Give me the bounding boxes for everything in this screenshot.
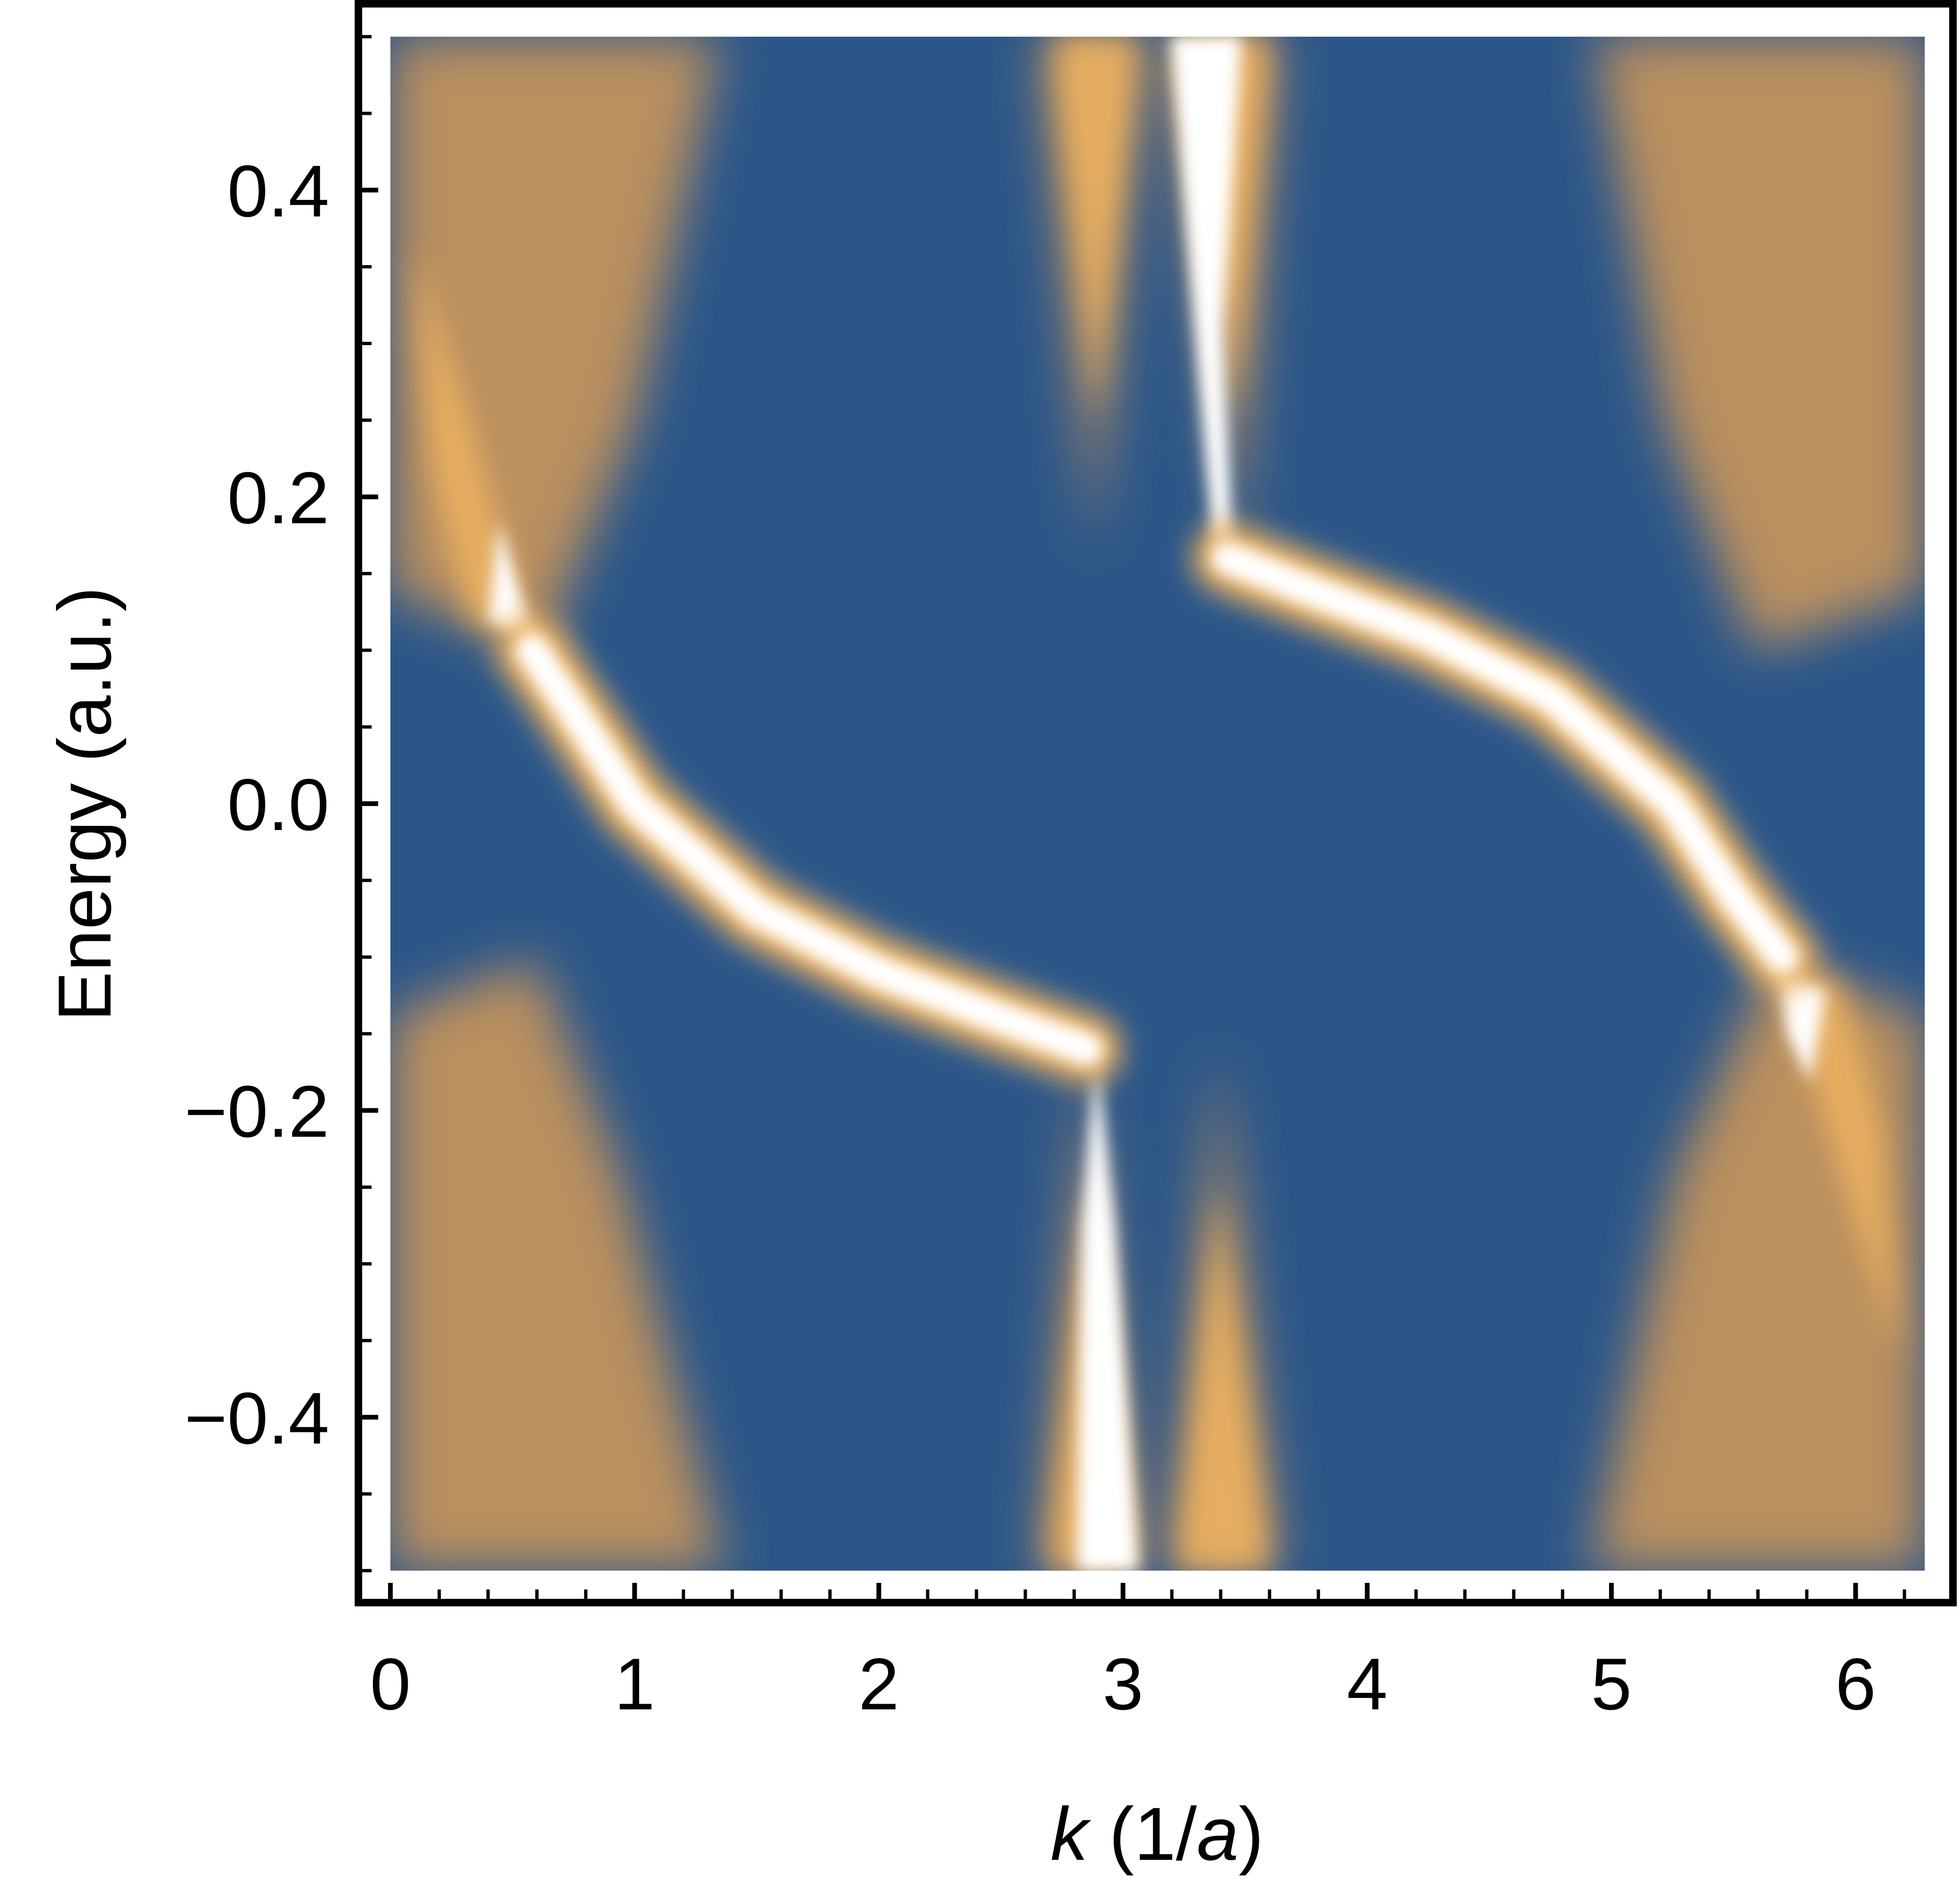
y-ticks: 0.4 0.2 0.0 −0.2 −0.4 [184,35,378,1573]
glow-bottom-centre-right [1176,1185,1270,1571]
x-tick-label: 2 [858,1644,899,1725]
x-tick-label: 6 [1835,1644,1876,1725]
density-map [390,37,1925,1571]
x-tick-label: 4 [1347,1644,1388,1725]
x-tick-label: 1 [614,1644,655,1725]
bright-right-pocket [1778,964,1825,1082]
bright-regions [489,37,1825,1571]
y-tick-label: −0.4 [184,1378,329,1460]
x-tick-label: 0 [370,1644,411,1725]
continuum-top-right [1595,37,1925,651]
x-axis-title-unit-symbol: a [1197,1792,1238,1876]
x-ticks: 0 1 2 3 4 5 6 [370,1583,1906,1725]
y-tick-label: 0.2 [227,458,329,539]
x-axis-title-symbol: k [1050,1792,1091,1876]
y-tick-label: 0.0 [227,764,329,846]
x-axis-title-unit-prefix: (1/ [1088,1792,1197,1876]
bright-bottom-centre [1077,1049,1138,1571]
y-tick-label: −0.2 [184,1071,329,1153]
y-tick-label: 0.4 [227,150,329,232]
edge-state-upper [1211,542,1799,974]
edge-state-lower [516,633,1103,1066]
bright-top-centre [1171,37,1242,550]
x-tick-label: 5 [1591,1644,1632,1725]
continuum-bottom-left [390,959,724,1571]
bright-left-pocket [489,522,536,644]
glow-top-centre-left [1054,37,1138,423]
y-axis-title: Energy (a.u.) [42,587,127,1022]
x-tick-label: 3 [1103,1644,1143,1725]
x-axis-title: k (1/a) [1050,1792,1263,1876]
x-axis-title-unit-suffix: ) [1238,1792,1263,1876]
